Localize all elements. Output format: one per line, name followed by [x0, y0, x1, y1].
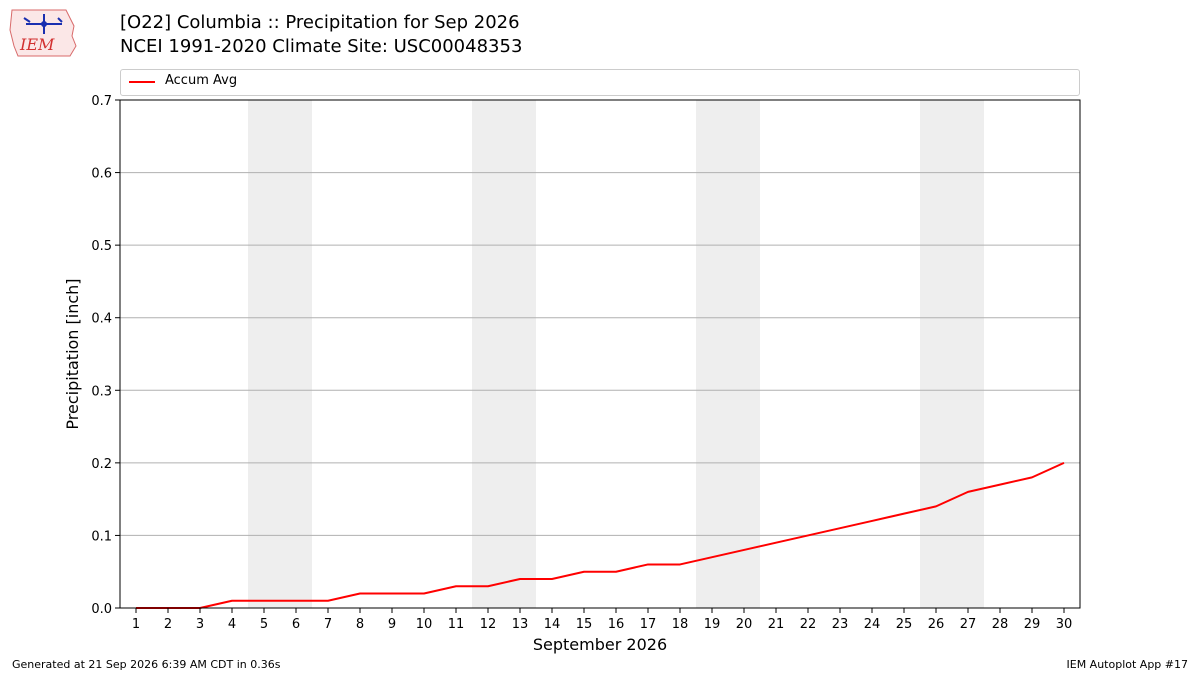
- chart-subtitle: NCEI 1991-2020 Climate Site: USC00048353: [120, 36, 523, 57]
- y-tick-label-7: 0.7: [91, 94, 112, 109]
- generated-timestamp: Generated at 21 Sep 2026 6:39 AM CDT in …: [12, 658, 281, 671]
- x-tick-label-30: 30: [1056, 617, 1073, 632]
- x-tick-label-21: 21: [768, 617, 785, 632]
- x-tick-label-27: 27: [960, 617, 977, 632]
- weekend-band-3: [920, 100, 984, 608]
- x-tick-label-4: 4: [228, 617, 236, 632]
- x-tick-label-26: 26: [928, 617, 945, 632]
- legend: Accum Avg: [120, 69, 1080, 96]
- x-tick-label-14: 14: [544, 617, 561, 632]
- x-tick-label-12: 12: [480, 617, 497, 632]
- x-tick-label-20: 20: [736, 617, 753, 632]
- x-tick-label-1: 1: [132, 617, 140, 632]
- plot-frame: [119, 99, 1081, 609]
- legend-swatch-accum-avg: [129, 81, 155, 83]
- x-tick-label-13: 13: [512, 617, 529, 632]
- x-tick-label-2: 2: [164, 617, 172, 632]
- x-tick-label-9: 9: [388, 617, 396, 632]
- x-tick-label-25: 25: [896, 617, 913, 632]
- x-tick-label-23: 23: [832, 617, 849, 632]
- x-tick-label-28: 28: [992, 617, 1009, 632]
- y-tick-label-6: 0.6: [91, 167, 112, 182]
- axis-ticks: 0.00.10.20.30.40.50.60.71 2 3 4 5 6 7 8 9 10 11 12 1…: [91, 94, 1072, 632]
- y-tick-label-3: 0.3: [91, 384, 112, 399]
- series-line-0: [136, 461, 1065, 609]
- x-tick-label-29: 29: [1024, 617, 1041, 632]
- x-tick-label-18: 18: [672, 617, 689, 632]
- x-tick-label-19: 19: [704, 617, 721, 632]
- x-tick-label-16: 16: [608, 617, 625, 632]
- series-layer: [136, 461, 1065, 609]
- y-tick-label-0: 0.0: [91, 602, 112, 617]
- app-label: IEM Autoplot App #17: [1066, 658, 1189, 671]
- iem-logo: IEM: [9, 9, 77, 57]
- x-tick-label-11: 11: [448, 617, 465, 632]
- x-tick-label-7: 7: [324, 617, 332, 632]
- legend-label-accum-avg: Accum Avg: [165, 73, 238, 88]
- x-tick-label-15: 15: [576, 617, 593, 632]
- x-tick-label-22: 22: [800, 617, 817, 632]
- x-tick-label-10: 10: [416, 617, 433, 632]
- x-tick-label-8: 8: [356, 617, 364, 632]
- x-tick-label-5: 5: [260, 617, 268, 632]
- x-axis-label: September 2026: [533, 635, 667, 654]
- weekend-band-0: [248, 100, 312, 608]
- y-tick-label-2: 0.2: [91, 457, 112, 472]
- logo-text: IEM: [19, 35, 55, 54]
- x-tick-label-3: 3: [196, 617, 204, 632]
- y-tick-label-1: 0.1: [91, 529, 112, 544]
- x-tick-label-17: 17: [640, 617, 657, 632]
- y-axis-label: Precipitation [inch]: [63, 278, 82, 429]
- x-tick-label-24: 24: [864, 617, 881, 632]
- weekend-shading: [248, 100, 984, 608]
- weekend-band-1: [472, 100, 536, 608]
- chart-title: [O22] Columbia :: Precipitation for Sep …: [120, 12, 520, 33]
- weekend-band-2: [696, 100, 760, 608]
- y-tick-label-5: 0.5: [91, 239, 112, 254]
- y-tick-label-4: 0.4: [91, 312, 112, 327]
- x-tick-label-6: 6: [292, 617, 300, 632]
